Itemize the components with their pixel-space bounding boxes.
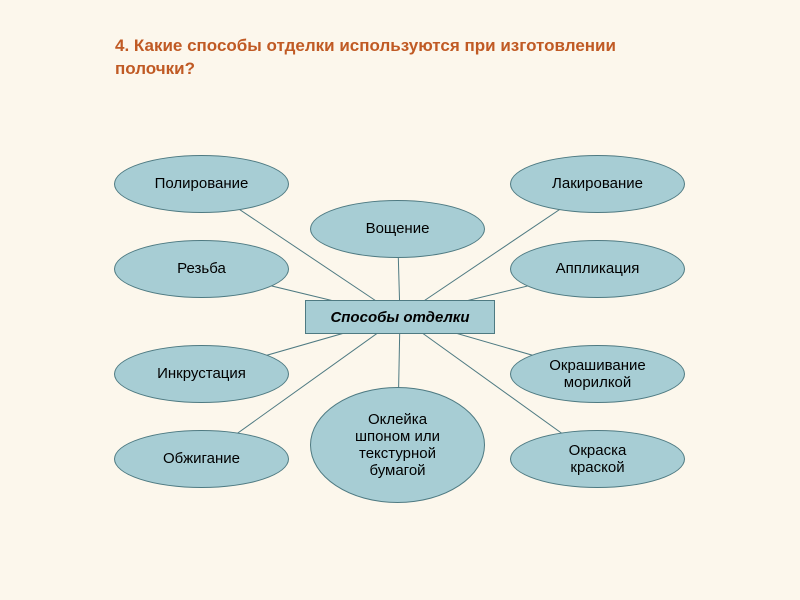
node-carving: Резьба	[114, 240, 289, 298]
node-paint: Окраска краской	[510, 430, 685, 488]
node-burning: Обжигание	[114, 430, 289, 488]
node-label: Окраска краской	[569, 442, 627, 477]
node-inlay: Инкрустация	[114, 345, 289, 403]
node-label: Обжигание	[163, 450, 240, 467]
node-applique: Аппликация	[510, 240, 685, 298]
node-label: Резьба	[177, 260, 226, 277]
node-label: Лакирование	[552, 175, 643, 192]
node-label: Инкрустация	[157, 365, 246, 382]
node-lacquer: Лакирование	[510, 155, 685, 213]
node-waxing: Вощение	[310, 200, 485, 258]
node-label: Окрашивание морилкой	[549, 357, 645, 392]
node-label: Вощение	[366, 220, 430, 237]
node-veneer: Оклейка шпоном или текстурной бумагой	[310, 387, 485, 503]
center-node: Способы отделки	[305, 300, 495, 334]
node-stain: Окрашивание морилкой	[510, 345, 685, 403]
node-polishing: Полирование	[114, 155, 289, 213]
node-label: Полирование	[155, 175, 249, 192]
question-title: 4. Какие способы отделки используются пр…	[115, 35, 695, 81]
node-label: Аппликация	[556, 260, 640, 277]
node-label: Оклейка шпоном или текстурной бумагой	[355, 411, 440, 480]
slide: 4. Какие способы отделки используются пр…	[0, 0, 800, 600]
